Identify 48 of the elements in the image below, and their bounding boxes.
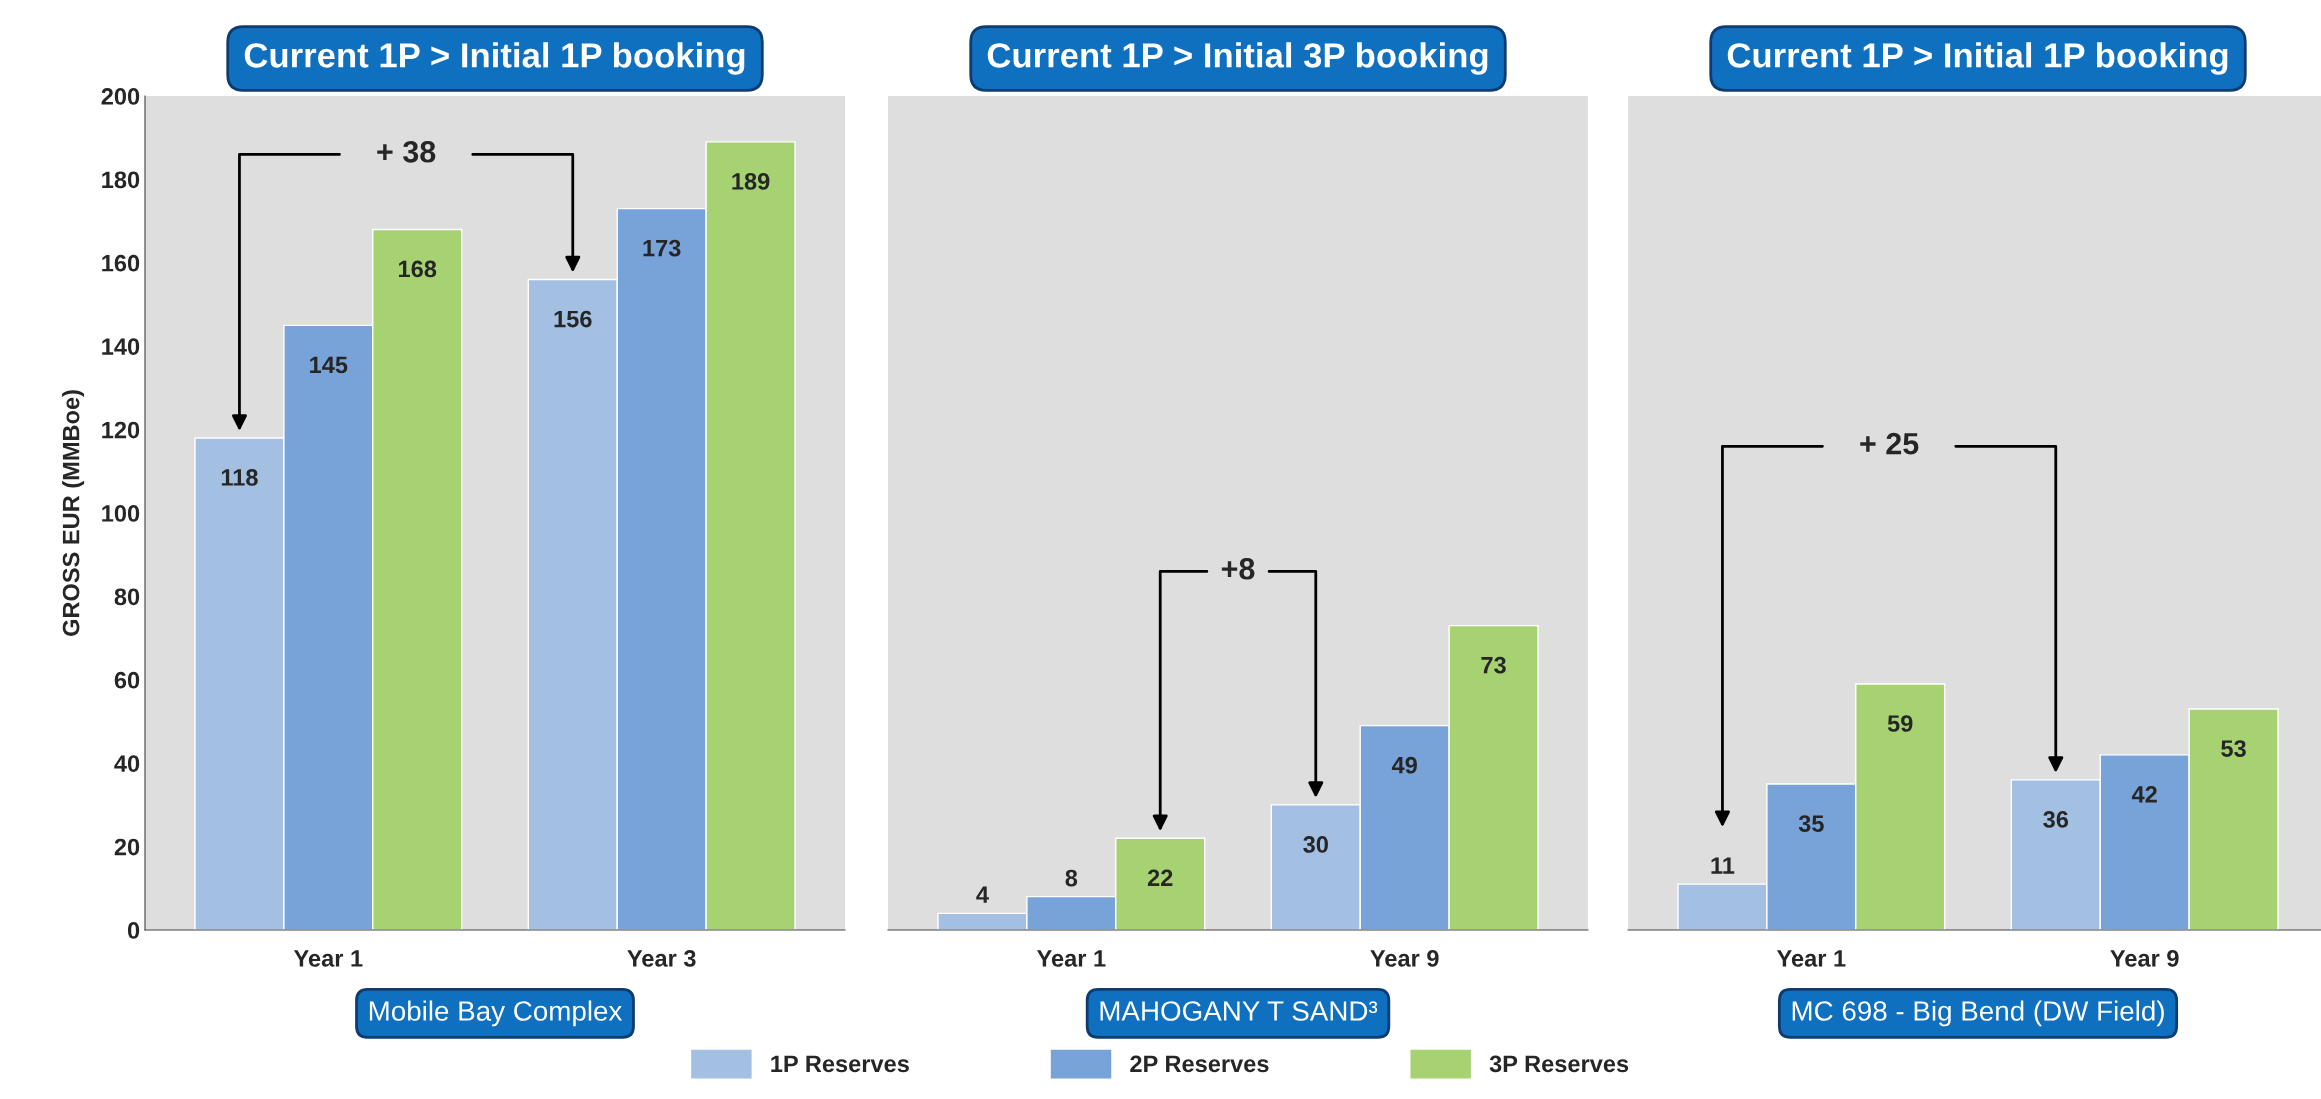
x-axis-title: Mobile Bay Complex: [369, 1000, 623, 1027]
data-label: 168: [399, 260, 437, 278]
x-tick-label: Year 1: [1776, 950, 1846, 967]
x-tick-label: Year 1: [293, 950, 363, 967]
x-tick-label: Year 9: [2110, 950, 2179, 967]
x-tick-label: Year 1: [1036, 950, 1106, 967]
y-tick-label: 40: [114, 755, 140, 772]
data-label: 49: [1391, 756, 1417, 774]
y-tick-label: 0: [127, 922, 140, 939]
legend-label: 1P Reserves: [771, 1055, 909, 1073]
data-label: 73: [1481, 656, 1506, 674]
legend-label: 2P Reserves: [1130, 1055, 1269, 1073]
data-label: 59: [1887, 715, 1913, 732]
annotation: +8: [1221, 557, 1255, 580]
annotation: + 38: [377, 140, 436, 163]
data-label: 173: [643, 239, 681, 257]
y-tick-label: 180: [102, 171, 140, 189]
y-tick-label: 120: [102, 421, 140, 439]
y-tick-label: 200: [101, 88, 140, 105]
chart-title: Current 1P > Initial 1P booking: [244, 42, 745, 75]
data-label: 118: [221, 469, 258, 486]
legend-label: 3P Reserves: [1489, 1055, 1629, 1073]
data-label: 42: [2131, 786, 2157, 803]
x-axis-title: MAHOGANY T SAND³: [1100, 1001, 1378, 1021]
data-label: 22: [1147, 869, 1173, 886]
y-tick-label: 160: [102, 254, 140, 272]
y-tick-label: 60: [114, 671, 140, 689]
y-tick-label: 20: [114, 838, 140, 856]
x-axis-title: MC 698 - Big Bend (DW Field): [1792, 1000, 2164, 1027]
data-label: 11: [1711, 857, 1735, 874]
data-label: 30: [1303, 836, 1328, 853]
data-label: 156: [554, 310, 592, 328]
chart-title: Current 1P > Initial 1P booking: [1727, 42, 2228, 75]
y-tick-label: 100: [102, 505, 140, 522]
data-label: 35: [1798, 815, 1824, 832]
annotation: + 25: [1860, 432, 1919, 455]
y-tick-label: 140: [102, 338, 140, 355]
y-axis-title: GROSS EUR (MMBoe): [62, 390, 85, 636]
data-label: 145: [310, 356, 348, 374]
x-tick-label: Year 3: [627, 950, 696, 967]
data-label: 53: [2221, 740, 2246, 757]
data-label: 4: [976, 886, 989, 903]
data-label: 8: [1065, 869, 1078, 887]
data-label: 36: [2043, 811, 2069, 828]
y-tick-label: 80: [114, 588, 140, 606]
x-tick-label: Year 9: [1370, 950, 1439, 967]
chart-title: Current 1P > Initial 3P booking: [987, 42, 1488, 75]
data-label: 189: [732, 173, 770, 190]
